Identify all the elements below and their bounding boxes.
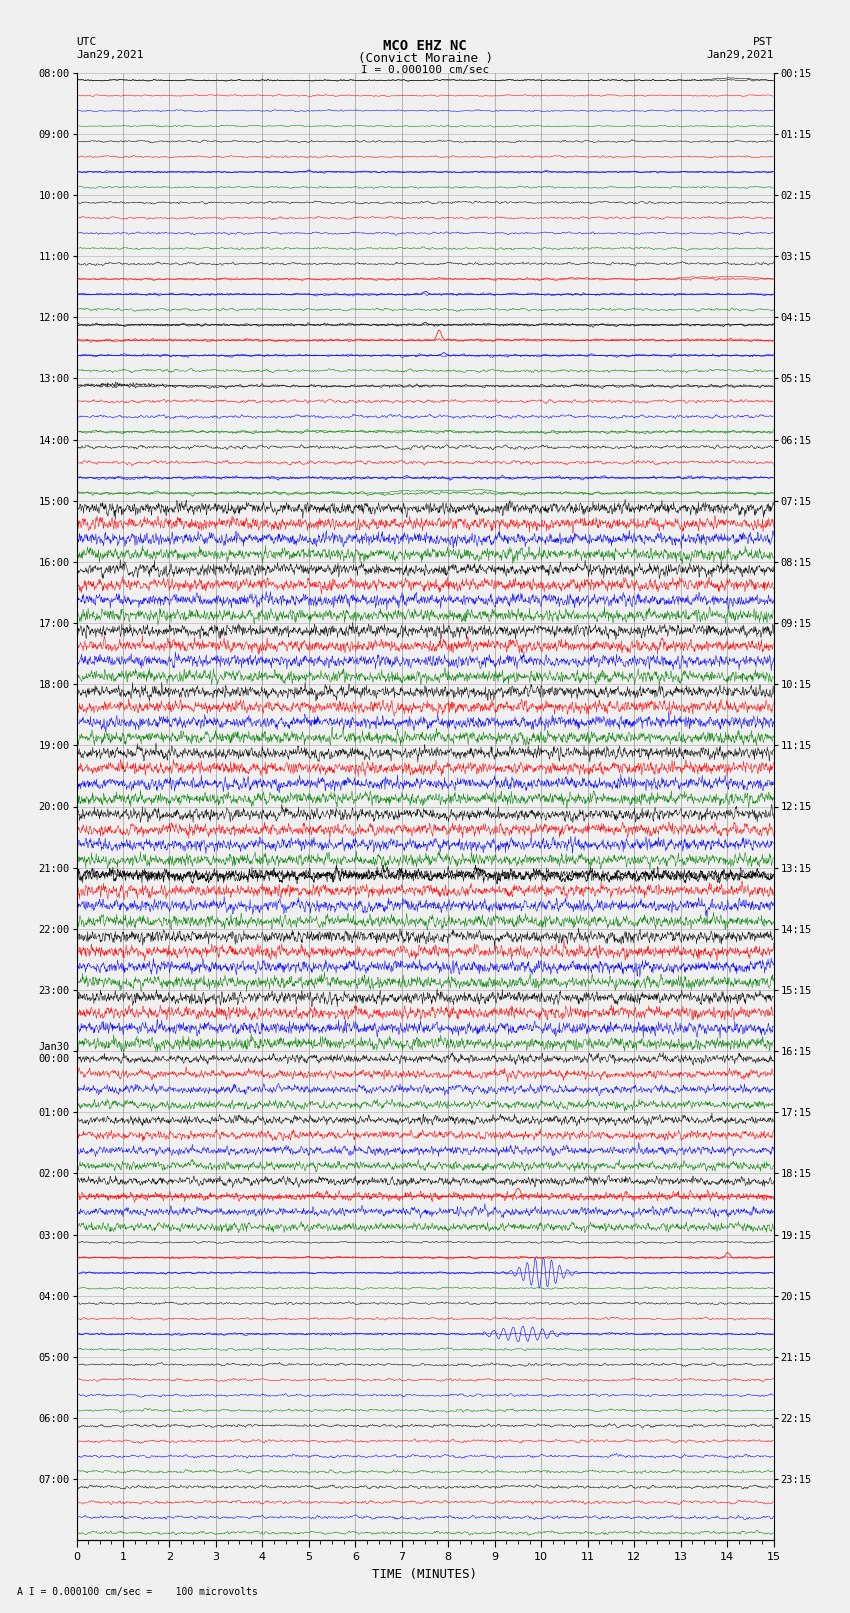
Text: A I = 0.000100 cm/sec =    100 microvolts: A I = 0.000100 cm/sec = 100 microvolts [17,1587,258,1597]
X-axis label: TIME (MINUTES): TIME (MINUTES) [372,1568,478,1581]
Text: PST: PST [753,37,774,47]
Text: (Convict Moraine ): (Convict Moraine ) [358,52,492,65]
Text: MCO EHZ NC: MCO EHZ NC [383,39,467,53]
Text: Jan29,2021: Jan29,2021 [76,50,144,60]
Text: UTC: UTC [76,37,97,47]
Text: Jan29,2021: Jan29,2021 [706,50,774,60]
Text: I = 0.000100 cm/sec: I = 0.000100 cm/sec [361,65,489,74]
